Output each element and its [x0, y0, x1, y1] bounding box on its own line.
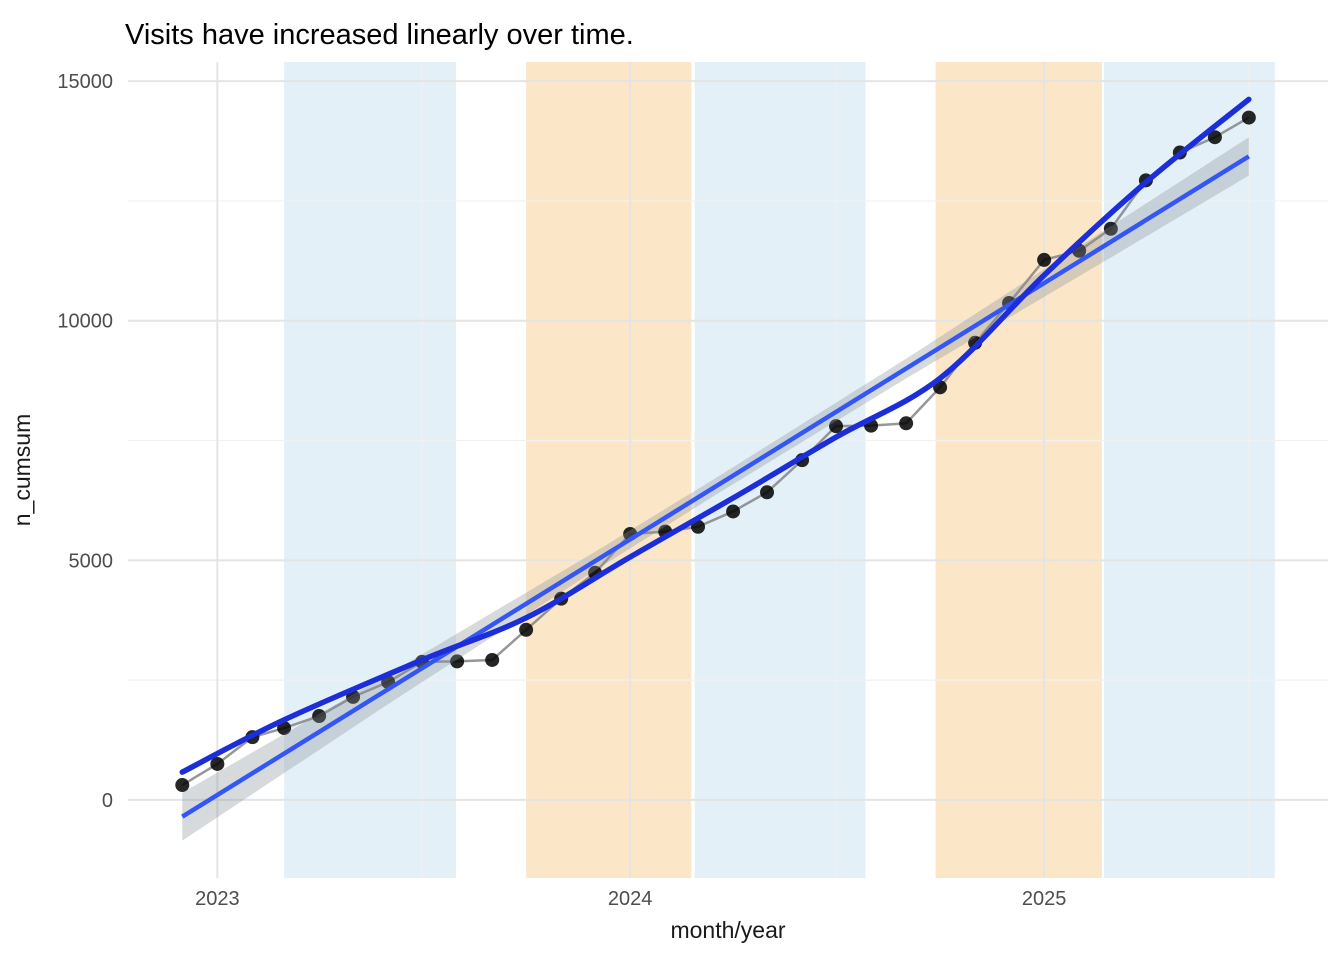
data-point	[1207, 130, 1222, 145]
data-point	[450, 654, 465, 669]
x-tick-label: 2024	[608, 888, 653, 910]
y-axis-title: n_cumsum	[9, 414, 35, 526]
data-point	[829, 419, 844, 434]
axis-tick-labels-layer: 0 5000 10000 15000 2023 2024 2025	[57, 71, 1066, 910]
data-point	[726, 504, 741, 519]
season-band-blue	[284, 62, 456, 878]
x-axis-title: month/year	[670, 917, 785, 943]
data-point	[175, 778, 190, 793]
data-point	[760, 485, 775, 500]
data-point	[485, 652, 500, 667]
y-tick-label: 15000	[57, 71, 113, 93]
x-tick-label: 2025	[1022, 888, 1067, 910]
data-point	[899, 416, 914, 431]
season-band-orange	[526, 62, 692, 878]
data-point	[1103, 221, 1118, 236]
gridlines-layer	[128, 62, 1328, 878]
y-tick-label: 0	[102, 790, 113, 812]
data-point	[312, 709, 327, 724]
data-point	[519, 622, 534, 637]
y-tick-label: 5000	[69, 550, 114, 572]
data-point	[1241, 110, 1256, 125]
x-tick-label: 2023	[195, 888, 240, 910]
data-point	[1037, 252, 1052, 267]
chart-title: Visits have increased linearly over time…	[125, 19, 634, 51]
y-tick-label: 10000	[57, 311, 113, 333]
data-point	[210, 756, 225, 771]
season-band-orange	[935, 62, 1102, 878]
season-bands-layer	[284, 62, 1275, 878]
data-layer	[175, 96, 1256, 841]
loess-smooth-line	[179, 96, 1252, 775]
lm-trend-line	[181, 154, 1251, 819]
